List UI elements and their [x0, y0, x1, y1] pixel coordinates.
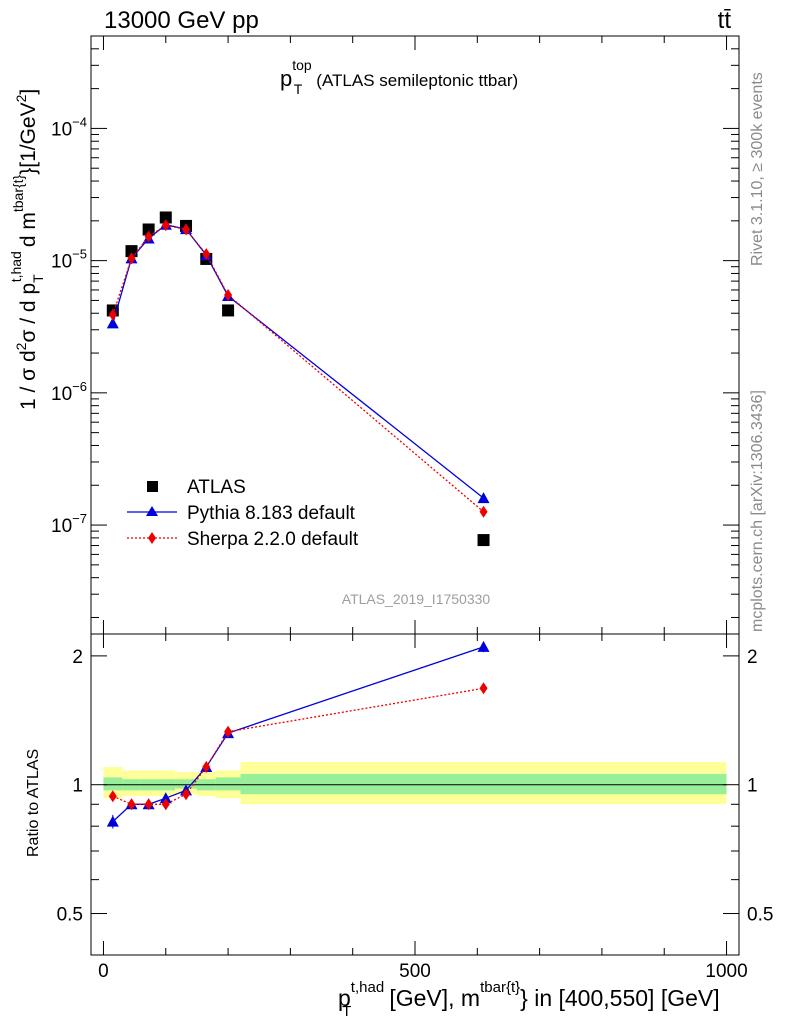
sherpa-point-3 — [161, 219, 170, 232]
main-y-tick-labels: 10−7 10−6 10−5 10−4 — [51, 114, 87, 537]
legend-marker-pythia — [146, 506, 158, 516]
atlas-point-3 — [159, 211, 172, 224]
legend-marker-sherpa — [148, 532, 156, 544]
ratio-y-tick-label-right-1: 1 — [747, 776, 758, 797]
sherpa-point-2 — [144, 230, 153, 243]
atlas-point-6 — [222, 304, 235, 317]
sherpa-ratio-point-5 — [202, 760, 211, 773]
band-inner-6 — [215, 777, 241, 791]
sherpa-point-5 — [202, 248, 211, 261]
ratio-y-tick-label-left-0: 0.5 — [57, 905, 83, 926]
x-axis-label: pt,had T[GeV], mtbar{t}} in [400,550] [Ge… — [338, 979, 720, 1020]
sherpa-ratio-point-3 — [161, 798, 170, 811]
atlas-point-2 — [142, 223, 155, 236]
ratio-y-tick-labels: 0.5 1 2 0.5 1 2 — [57, 647, 774, 926]
uncertainty-bands — [103, 761, 727, 805]
sherpa-ratio-line — [112, 687, 484, 805]
rivet-label: Rivet 3.1.10, ≥ 300k events — [749, 72, 766, 266]
sherpa-point-4 — [182, 223, 191, 236]
sherpa-point-6 — [224, 288, 233, 301]
energy-label: 13000 GeV pp — [104, 7, 259, 34]
ratio-y-tick-label-right-2: 2 — [747, 647, 758, 668]
ratio-y-tick-label-left-1: 1 — [72, 776, 83, 797]
sherpa-ratio-point-6 — [224, 725, 233, 738]
legend: ATLAS Pythia 8.183 default Sherpa 2.2.0 … — [127, 477, 359, 550]
sherpa-main-line — [112, 224, 484, 513]
mcplots-label: mcplots.cern.ch [arXiv:1306.3436] — [749, 390, 766, 632]
band-inner-7 — [240, 773, 727, 795]
main-y-tick-label-1: 10−6 — [51, 379, 87, 405]
legend-label-sherpa: Sherpa 2.2.0 default — [187, 529, 359, 550]
x-tick-labels: 0 500 1000 — [98, 961, 748, 982]
analysis-label: ATLAS_2019_I1750330 — [342, 591, 491, 607]
main-y-axis-label: 1 / σ d2σ / d pTt,hadd mtbar{t}}[1/GeV2] — [8, 89, 46, 410]
pythia-ratio-point-3 — [159, 792, 172, 804]
plot-title: ptop T (ATLAS semileptonic ttbar) — [280, 57, 518, 97]
sherpa-ratio-point-0 — [108, 790, 117, 803]
main-y-tick-label-3: 10−4 — [51, 114, 87, 140]
x-tick-label-1: 500 — [399, 961, 431, 982]
atlas-point-7 — [477, 534, 490, 547]
legend-label-pythia: Pythia 8.183 default — [187, 503, 356, 524]
sherpa-point-7 — [479, 505, 488, 518]
band-inner-0 — [103, 777, 123, 791]
sherpa-ratio-point-1 — [127, 798, 136, 811]
ratio-series-group — [106, 640, 490, 829]
pythia-ratio-point-0 — [106, 815, 119, 827]
main-series-group — [106, 211, 490, 547]
x-tick-label-2: 1000 — [705, 961, 747, 982]
legend-marker-atlas — [147, 481, 158, 492]
axis-ticks — [91, 35, 739, 955]
x-tick-label-0: 0 — [98, 961, 109, 982]
main-y-tick-label-0: 10−7 — [51, 511, 87, 537]
ratio-y-axis-label: Ratio to ATLAS — [25, 749, 42, 857]
pythia-point-0 — [106, 317, 119, 329]
pythia-ratio-point-7 — [477, 640, 490, 652]
sherpa-ratio-point-4 — [182, 788, 191, 801]
sherpa-point-1 — [127, 252, 136, 265]
band-inner-4 — [175, 779, 197, 789]
pythia-point-7 — [477, 492, 490, 504]
main-y-tick-label-2: 10−5 — [51, 247, 87, 273]
pythia-main-line — [112, 223, 484, 499]
sherpa-point-0 — [108, 308, 117, 321]
legend-label-atlas: ATLAS — [187, 477, 246, 498]
ratio-y-tick-label-right-0: 0.5 — [747, 905, 773, 926]
ratio-y-tick-label-left-2: 2 — [72, 647, 83, 668]
sherpa-ratio-point-2 — [144, 798, 153, 811]
process-label: tt̄ — [718, 7, 732, 34]
sherpa-ratio-point-7 — [479, 682, 488, 695]
